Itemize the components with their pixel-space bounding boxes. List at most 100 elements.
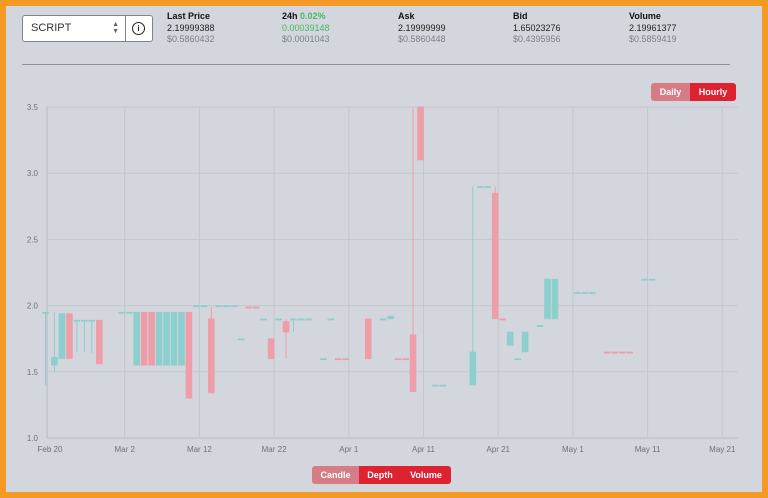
candle [432,384,439,387]
candle [335,358,342,361]
chart-grid [46,106,738,439]
stat-24h: 24h 0.02% 0.00039148 $0.0001043 [282,11,330,46]
candle-body [551,278,559,320]
candle [73,319,81,352]
candle [125,311,133,314]
candle [260,318,267,321]
y-tick-label: 1.5 [27,368,39,377]
candle [476,186,484,188]
candle [155,311,163,366]
candle [574,292,581,294]
candle-body [222,305,230,308]
candle [178,311,185,366]
candle-body [618,351,626,354]
candle [589,292,596,294]
candle [611,351,619,354]
view-volume-button[interactable]: Volume [401,466,451,484]
view-depth-button[interactable]: Depth [359,466,401,484]
stat-usd-value: $0.5860448 [398,34,446,44]
market-select[interactable]: SCRIPT ▲ ▼ [22,15,126,42]
y-tick-label: 2.0 [27,302,39,311]
candle [417,106,424,161]
view-candle-button[interactable]: Candle [312,466,359,484]
candle [551,278,559,320]
candle [118,311,126,314]
candle [491,186,499,320]
candle [282,318,290,359]
candle [133,311,140,366]
stat-value: 0.00039148 [282,22,330,33]
chart-candles [42,106,656,399]
chart-axis-labels: 1.0 1.5 2.0 2.5 3.0 3.5 Feb 20 Mar 2 Mar 12 Mar 2… [27,103,736,454]
candle-body [193,305,200,308]
candle [320,358,327,361]
candle-body [51,356,58,366]
candle [581,292,589,294]
x-tick-label: Apr 1 [339,445,359,454]
x-tick-label: May 11 [635,445,661,454]
candle-body [148,311,155,366]
y-tick-label: 1.0 [27,434,39,443]
candle-body [297,318,305,321]
stat-label: Bid [513,11,528,21]
interval-hourly-button[interactable]: Hourly [690,83,736,101]
interval-daily-button[interactable]: Daily [651,83,690,101]
candle [506,331,514,346]
stat-change-percent: 0.02% [300,11,326,21]
candle [394,358,402,361]
stat-value: 2.19999999 [398,22,446,33]
candle [193,305,200,308]
candle [96,319,103,365]
candle-body [215,305,223,308]
info-button[interactable]: i [126,15,153,42]
x-tick-label: Apr 11 [412,445,436,454]
stat-value: 2.19999388 [167,22,215,33]
candle [499,318,506,321]
candle [81,319,88,352]
candle [58,313,66,359]
candle [387,315,394,320]
candle-body [342,358,350,361]
candle [305,318,312,321]
candle [618,351,626,354]
candle [484,186,492,188]
candle [185,311,193,399]
candle [641,278,648,281]
candle-body [178,311,185,366]
candle-body [245,306,253,309]
y-tick-label: 3.0 [27,169,39,178]
candle-body [66,313,73,359]
candle-body [155,311,163,366]
candle-body [506,331,514,346]
candle [222,305,230,308]
x-tick-label: May 21 [709,445,736,454]
candle-body [611,351,619,354]
candle-body [581,292,589,294]
candle [51,312,58,372]
candle-body [364,318,372,359]
candle [42,311,49,386]
candle-body [499,318,506,321]
candle [88,319,96,354]
candle-body [125,311,133,314]
candle [603,351,611,354]
market-select-value: SCRIPT [31,22,72,34]
candle-body [282,321,290,333]
candle-body [327,318,335,321]
candle-body [267,338,275,359]
candle-body [230,305,238,308]
candle-body [73,319,81,322]
candle-body [641,278,648,281]
candle [536,325,544,327]
candle-body [589,292,596,294]
candle-body [439,384,447,387]
candle [237,338,245,341]
candle [521,331,529,353]
candle-body [409,334,417,392]
interval-toggle: Daily Hourly [651,83,736,101]
candle-body [305,318,312,321]
candle [342,358,350,361]
candle-body [96,319,103,365]
candle-body [417,106,424,161]
